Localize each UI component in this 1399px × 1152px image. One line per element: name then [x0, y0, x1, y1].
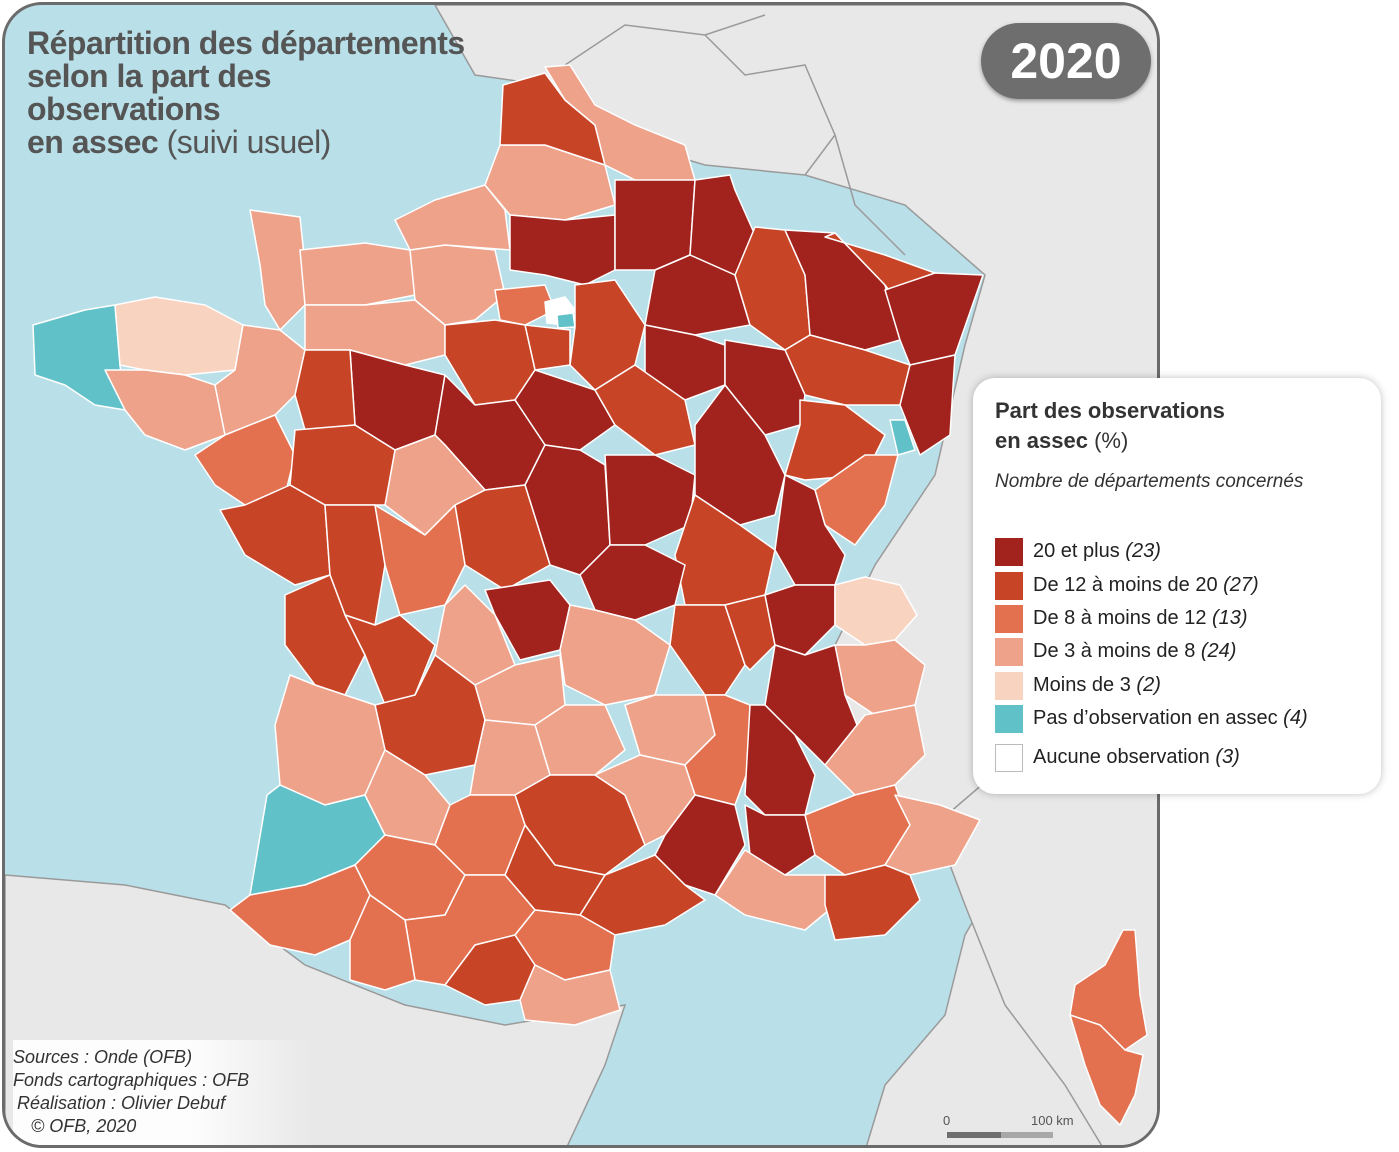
- legend-subtitle: Nombre de départements concernés: [995, 471, 1304, 492]
- dept-charente-maritime[interactable]: [284, 574, 366, 696]
- dept-pyrenees-orientales[interactable]: [519, 964, 621, 1026]
- dept-nievre[interactable]: [604, 454, 696, 546]
- dept-aisne[interactable]: [614, 179, 696, 271]
- dept-calvados[interactable]: [299, 242, 416, 306]
- dept-cantal[interactable]: [534, 704, 626, 776]
- legend-title-unit: (%): [1094, 428, 1129, 453]
- dept-drome[interactable]: [744, 704, 816, 816]
- dept-charente[interactable]: [344, 614, 436, 706]
- credit-sources: Sources : Onde (OFB): [13, 1047, 193, 1067]
- title-line-2: selon la part des: [27, 58, 272, 94]
- title-line-3: observations: [27, 91, 221, 127]
- legend-swatch: [995, 605, 1023, 633]
- legend-swatch: [995, 744, 1023, 772]
- legend-label: Aucune observation: [1033, 746, 1210, 768]
- dept-vienne[interactable]: [374, 504, 466, 616]
- credit-realisation: Réalisation : Olivier Debuf: [17, 1093, 226, 1113]
- credits-box: Sources : Onde (OFB) Fonds cartographiqu…: [13, 1040, 313, 1145]
- map-frame: Répartition des départements selon la pa…: [2, 2, 1160, 1148]
- legend-count: (23): [1125, 540, 1161, 562]
- dept-val-marne[interactable]: [556, 312, 576, 329]
- france-departments: [32, 64, 1148, 1126]
- dept-haut-rhin[interactable]: [899, 354, 956, 456]
- dept-rhone[interactable]: [724, 594, 776, 671]
- dept-puy-de-dome[interactable]: [559, 604, 671, 706]
- title-line-4: en assec (suivi usuel): [27, 126, 547, 159]
- legend-count: (27): [1223, 574, 1259, 596]
- legend-label: De 12 à moins de 20: [1033, 574, 1218, 596]
- dept-haute-savoie[interactable]: [834, 576, 918, 646]
- legend-count: (2): [1136, 674, 1161, 696]
- credit-fonds: Fonds cartographiques : OFB: [13, 1070, 250, 1090]
- dept-loire-atlantique[interactable]: [194, 414, 296, 506]
- credit-copyright: © OFB, 2020: [31, 1116, 137, 1136]
- legend-label: Pas d’observation en assec: [1033, 707, 1278, 729]
- dept-var[interactable]: [824, 864, 921, 941]
- scale-segment-dark: [947, 1132, 1001, 1138]
- legend-swatch: [995, 672, 1023, 700]
- scale-start-label: 0: [943, 1113, 951, 1128]
- legend-title-line-2: en assec: [995, 428, 1088, 453]
- dept-manche[interactable]: [249, 209, 306, 331]
- dept-savoie[interactable]: [834, 639, 926, 716]
- legend-label: Moins de 3: [1033, 674, 1131, 696]
- dept-indre-et-loire[interactable]: [384, 434, 486, 536]
- scale-segment-light: [1001, 1132, 1053, 1138]
- dept-alpes-maritimes[interactable]: [884, 794, 981, 876]
- dept-cotes-armor[interactable]: [114, 296, 244, 376]
- legend-count: (3): [1215, 746, 1240, 768]
- legend-count: (13): [1212, 607, 1248, 629]
- map-title: Répartition des départements selon la pa…: [27, 27, 547, 159]
- legend-title: Part des observations en assec (%): [995, 396, 1359, 456]
- dept-jura[interactable]: [774, 474, 846, 586]
- legend-title-line-1: Part des observations: [995, 398, 1225, 423]
- legend-count: (4): [1283, 707, 1308, 729]
- border-line-belgium: [564, 14, 906, 256]
- dept-mayenne[interactable]: [294, 349, 356, 431]
- legend-swatch: [995, 572, 1023, 600]
- year-badge: 2020: [981, 23, 1151, 99]
- legend-swatch: [995, 705, 1023, 733]
- legend-label: De 8 à moins de 12: [1033, 607, 1207, 629]
- title-line-4-light: (suivi usuel): [166, 124, 332, 160]
- dept-val-oise[interactable]: [494, 284, 556, 326]
- legend-label: De 3 à moins de 8: [1033, 640, 1196, 662]
- legend-count: (24): [1200, 640, 1237, 662]
- legend-panel: Part des observations en assec (%) Nombr…: [973, 378, 1381, 794]
- scale-bar: 0 100 km: [943, 1113, 1074, 1138]
- legend-swatch: [995, 638, 1023, 666]
- dept-finistere[interactable]: [32, 304, 126, 411]
- scale-end-label: 100 km: [1031, 1113, 1074, 1128]
- dept-territoire-belfort[interactable]: [889, 419, 916, 456]
- dept-oise[interactable]: [509, 214, 616, 286]
- dept-corse-du-sud[interactable]: [1069, 1014, 1144, 1126]
- legend-swatch: [995, 538, 1023, 566]
- legend-label: 20 et plus: [1033, 540, 1120, 562]
- dept-hautes-pyrenees[interactable]: [349, 894, 416, 991]
- title-line-1: Répartition des départements: [27, 25, 465, 61]
- title-line-4-bold: en assec: [27, 124, 159, 160]
- dept-seine-maritime[interactable]: [394, 184, 511, 251]
